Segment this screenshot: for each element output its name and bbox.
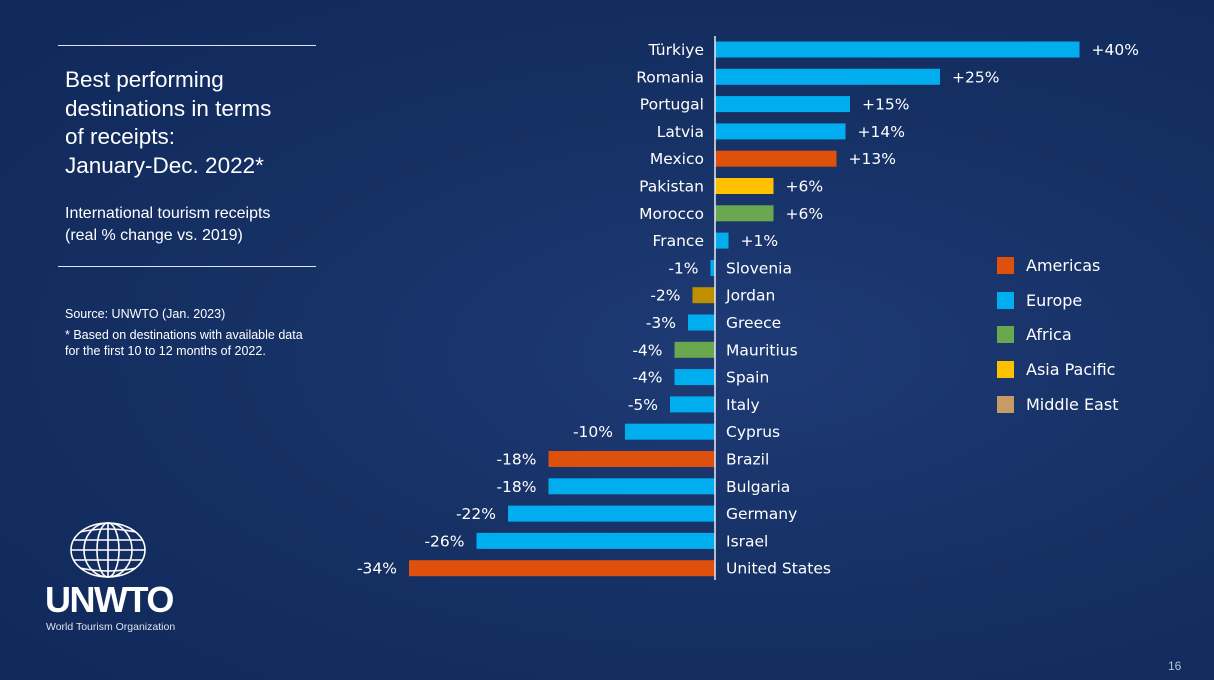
legend-item-africa: Africa: [997, 317, 1118, 352]
bar-greece: [688, 314, 715, 331]
bar-israel: [476, 532, 715, 549]
value-label-jordan: -2%: [650, 287, 680, 305]
bar-pakistan: [715, 178, 774, 194]
value-label-spain: -4%: [632, 369, 662, 387]
category-label-jordan: Jordan: [725, 287, 775, 305]
page-number: 16: [1168, 659, 1182, 673]
bar-romania: [715, 68, 940, 85]
value-label-romania: +25%: [952, 68, 999, 86]
bar-morocco: [715, 205, 774, 222]
value-label-france: +1%: [741, 232, 779, 250]
category-label-romania: Romania: [636, 68, 704, 86]
category-label-israel: Israel: [726, 532, 768, 550]
bar-mauritius: [674, 341, 715, 358]
globe-icon: [70, 522, 146, 578]
legend-swatch: [997, 360, 1014, 378]
bar-spain: [674, 369, 715, 386]
value-label-italy: -5%: [628, 396, 658, 414]
category-label-morocco: Morocco: [639, 205, 704, 223]
category-label-italy: Italy: [726, 396, 760, 414]
page-title: Best performing destinations in terms of…: [65, 67, 272, 178]
bar-italy: [670, 396, 715, 413]
category-label-france: France: [652, 232, 704, 250]
category-label-united-states: United States: [726, 560, 831, 578]
category-label-bulgaria: Bulgaria: [726, 478, 790, 496]
bar-jordan: [692, 287, 715, 304]
bar-slovenia: [710, 259, 715, 276]
bar-bulgaria: [548, 478, 715, 495]
logo-subtitle: World Tourism Organization: [46, 621, 176, 633]
chart-legend: Americas Europe Africa Asia Pacific Middle E…: [997, 248, 1118, 421]
value-label-slovenia: -1%: [668, 259, 698, 277]
category-label-cyprus: Cyprus: [726, 423, 780, 441]
legend-label: Africa: [1026, 325, 1072, 345]
legend-item-asia-pacific: Asia Pacific: [997, 352, 1118, 387]
value-label-t-rkiye: +40%: [1092, 41, 1139, 59]
value-label-mexico: +13%: [849, 150, 896, 168]
value-label-mauritius: -4%: [632, 341, 662, 359]
bar-united-states: [409, 560, 715, 577]
category-label-pakistan: Pakistan: [639, 178, 704, 196]
category-label-greece: Greece: [726, 314, 781, 332]
bar-brazil: [548, 451, 715, 467]
bar-germany: [508, 505, 715, 522]
bar-t-rkiye: [715, 41, 1080, 58]
value-label-cyprus: -10%: [573, 423, 613, 441]
legend-swatch: [997, 395, 1014, 413]
value-label-israel: -26%: [424, 532, 464, 550]
value-label-greece: -3%: [646, 314, 676, 332]
legend-label: Americas: [1026, 255, 1101, 275]
legend-item-americas: Americas: [997, 248, 1118, 283]
legend-swatch: [997, 326, 1014, 344]
page-subtitle: International tourism receipts (real % c…: [65, 205, 271, 244]
source-note: Source: UNWTO (Jan. 2023): [65, 307, 226, 321]
bar-mexico: [715, 150, 837, 167]
value-label-bulgaria: -18%: [496, 478, 536, 496]
category-label-mauritius: Mauritius: [726, 341, 798, 359]
bar-france: [715, 232, 729, 249]
legend-label: Middle East: [1026, 394, 1119, 414]
category-label-slovenia: Slovenia: [726, 259, 792, 277]
bar-latvia: [715, 123, 846, 140]
logo-wordmark: UNWTO: [45, 579, 174, 620]
legend-item-europe: Europe: [997, 283, 1118, 318]
value-label-portugal: +15%: [862, 96, 909, 114]
category-label-brazil: Brazil: [726, 451, 769, 469]
category-label-latvia: Latvia: [657, 123, 704, 141]
bar-cyprus: [625, 423, 715, 440]
legend-swatch: [997, 256, 1014, 274]
value-label-brazil: -18%: [496, 451, 536, 469]
bar-portugal: [715, 96, 850, 113]
bottom-rule: [58, 266, 316, 267]
value-label-latvia: +14%: [858, 123, 905, 141]
footnote: * Based on destinations with available d…: [65, 328, 303, 358]
legend-label: Europe: [1026, 290, 1083, 310]
category-label-t-rkiye: Türkiye: [647, 41, 704, 59]
legend-item-middle-east: Middle East: [997, 387, 1118, 422]
legend-swatch: [997, 291, 1014, 309]
category-label-spain: Spain: [726, 369, 769, 387]
category-label-germany: Germany: [726, 505, 797, 523]
value-label-united-states: -34%: [357, 560, 397, 578]
category-label-mexico: Mexico: [650, 150, 704, 168]
category-label-portugal: Portugal: [640, 96, 704, 114]
value-label-germany: -22%: [456, 505, 496, 523]
legend-label: Asia Pacific: [1026, 359, 1116, 379]
value-label-morocco: +6%: [786, 205, 824, 223]
top-rule: [58, 45, 316, 46]
value-label-pakistan: +6%: [786, 178, 824, 196]
